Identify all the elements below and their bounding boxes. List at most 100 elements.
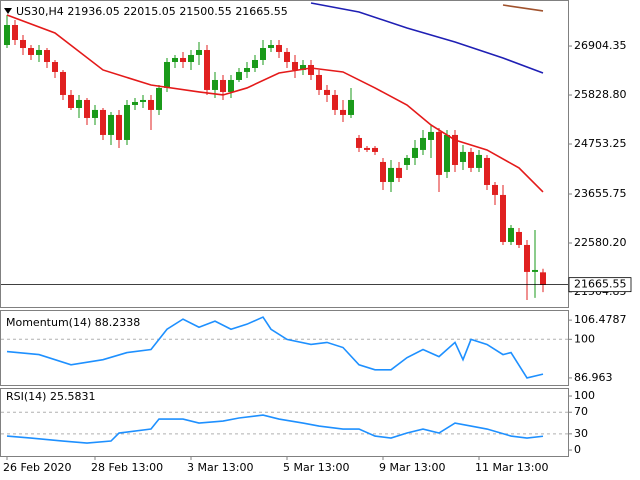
candle-body (428, 131, 434, 140)
indicator-name: RSI(14) (6, 390, 46, 403)
candle-body (92, 109, 98, 118)
candle-body (100, 109, 106, 135)
close-value: 21665.55 (235, 5, 288, 18)
candle-body (356, 137, 362, 148)
indicator-line (6, 414, 544, 444)
candle-body (180, 57, 186, 62)
candle-body (220, 79, 226, 92)
candle-body (484, 157, 490, 185)
indicator-value: 88.2338 (95, 316, 141, 329)
candle-body (260, 48, 266, 60)
candle-body (372, 147, 378, 152)
candle-body (436, 131, 442, 175)
moving-average (502, 4, 544, 12)
main-panel (0, 0, 569, 308)
x-tick-label: 28 Feb 13:00 (91, 461, 163, 474)
candle-body (404, 157, 410, 165)
y-tick-label: 25828.80 (574, 88, 627, 101)
y-tick-label: 70 (574, 405, 588, 418)
candle-body (380, 161, 386, 182)
open-value: 21936.05 (67, 5, 120, 18)
candle-body (276, 45, 282, 52)
y-tick-label: 0 (574, 443, 581, 456)
y-tick-label: 24753.25 (574, 137, 627, 150)
candle-body (396, 167, 402, 178)
candle-body (348, 99, 354, 115)
candle-body (308, 64, 314, 75)
y-tick-label: 86.963 (574, 371, 613, 384)
header: US30,H4 21936.05 22015.05 21500.55 21665… (16, 5, 288, 18)
candle-body (524, 244, 530, 272)
candle-body (212, 79, 218, 90)
y-tick-label: 30 (574, 427, 588, 440)
y-tick-label: 100 (574, 332, 595, 345)
low-value: 21500.55 (179, 5, 232, 18)
candle-body (132, 101, 138, 105)
candle-body (252, 59, 258, 69)
candle-body (500, 194, 506, 242)
candle-body (12, 25, 18, 40)
momentum-header: Momentum(14) 88.2338 (6, 316, 140, 329)
candle-body (68, 94, 74, 108)
candle-body (28, 48, 34, 55)
indicator-value: 25.5831 (50, 390, 96, 403)
candle-body (44, 50, 50, 62)
candle-body (340, 109, 346, 115)
candle-body (532, 269, 538, 272)
candle-body (148, 99, 154, 110)
candle-body (172, 57, 178, 62)
candle-body (468, 151, 474, 168)
candle-body (284, 51, 290, 62)
candle-body (332, 94, 338, 110)
x-tick-label: 9 Mar 13:00 (379, 461, 445, 474)
candle-body (444, 134, 450, 172)
candle-body (452, 134, 458, 165)
candle-body (52, 61, 58, 72)
candle-body (228, 79, 234, 92)
candle-body (508, 227, 514, 242)
candle-body (84, 99, 90, 118)
price-box (568, 277, 632, 293)
moving-average (6, 14, 544, 193)
candle-body (196, 50, 202, 55)
marks (1, 2, 572, 460)
price-label: 21665.55 (574, 278, 627, 291)
candle-body (60, 71, 66, 95)
candle-body (388, 167, 394, 182)
candle-body (4, 25, 10, 46)
candle-body (476, 154, 482, 168)
candle-body (412, 147, 418, 158)
moving-average (310, 2, 544, 74)
candle-body (516, 231, 522, 245)
candle-body (316, 74, 322, 90)
rsi-panel (0, 388, 569, 457)
candle-body (268, 45, 274, 49)
candle-body (116, 114, 122, 140)
y-tick-label: 26904.35 (574, 39, 627, 52)
candle-body (420, 137, 426, 150)
candle-body (108, 114, 114, 135)
candle-body (36, 50, 42, 55)
candle-body (156, 87, 162, 110)
candle-body (140, 99, 146, 102)
symbol-icon (4, 8, 12, 14)
indicator-name: Momentum(14) (6, 316, 91, 329)
x-tick-label: 3 Mar 13:00 (187, 461, 253, 474)
high-value: 22015.05 (123, 5, 176, 18)
candle-body (76, 99, 82, 108)
candle-body (20, 39, 26, 49)
x-tick-label: 11 Mar 13:00 (475, 461, 548, 474)
momentum-panel (0, 310, 569, 386)
candle-body (292, 61, 298, 70)
candle-body (492, 184, 498, 195)
symbol: US30,H4 (16, 5, 64, 18)
x-tick-label: 26 Feb 2020 (3, 461, 71, 474)
candle-body (244, 68, 250, 72)
candle-body (204, 50, 210, 90)
candle-body (236, 71, 242, 80)
candle-body (124, 104, 130, 140)
candle-body (164, 61, 170, 88)
candle-body (324, 89, 330, 95)
